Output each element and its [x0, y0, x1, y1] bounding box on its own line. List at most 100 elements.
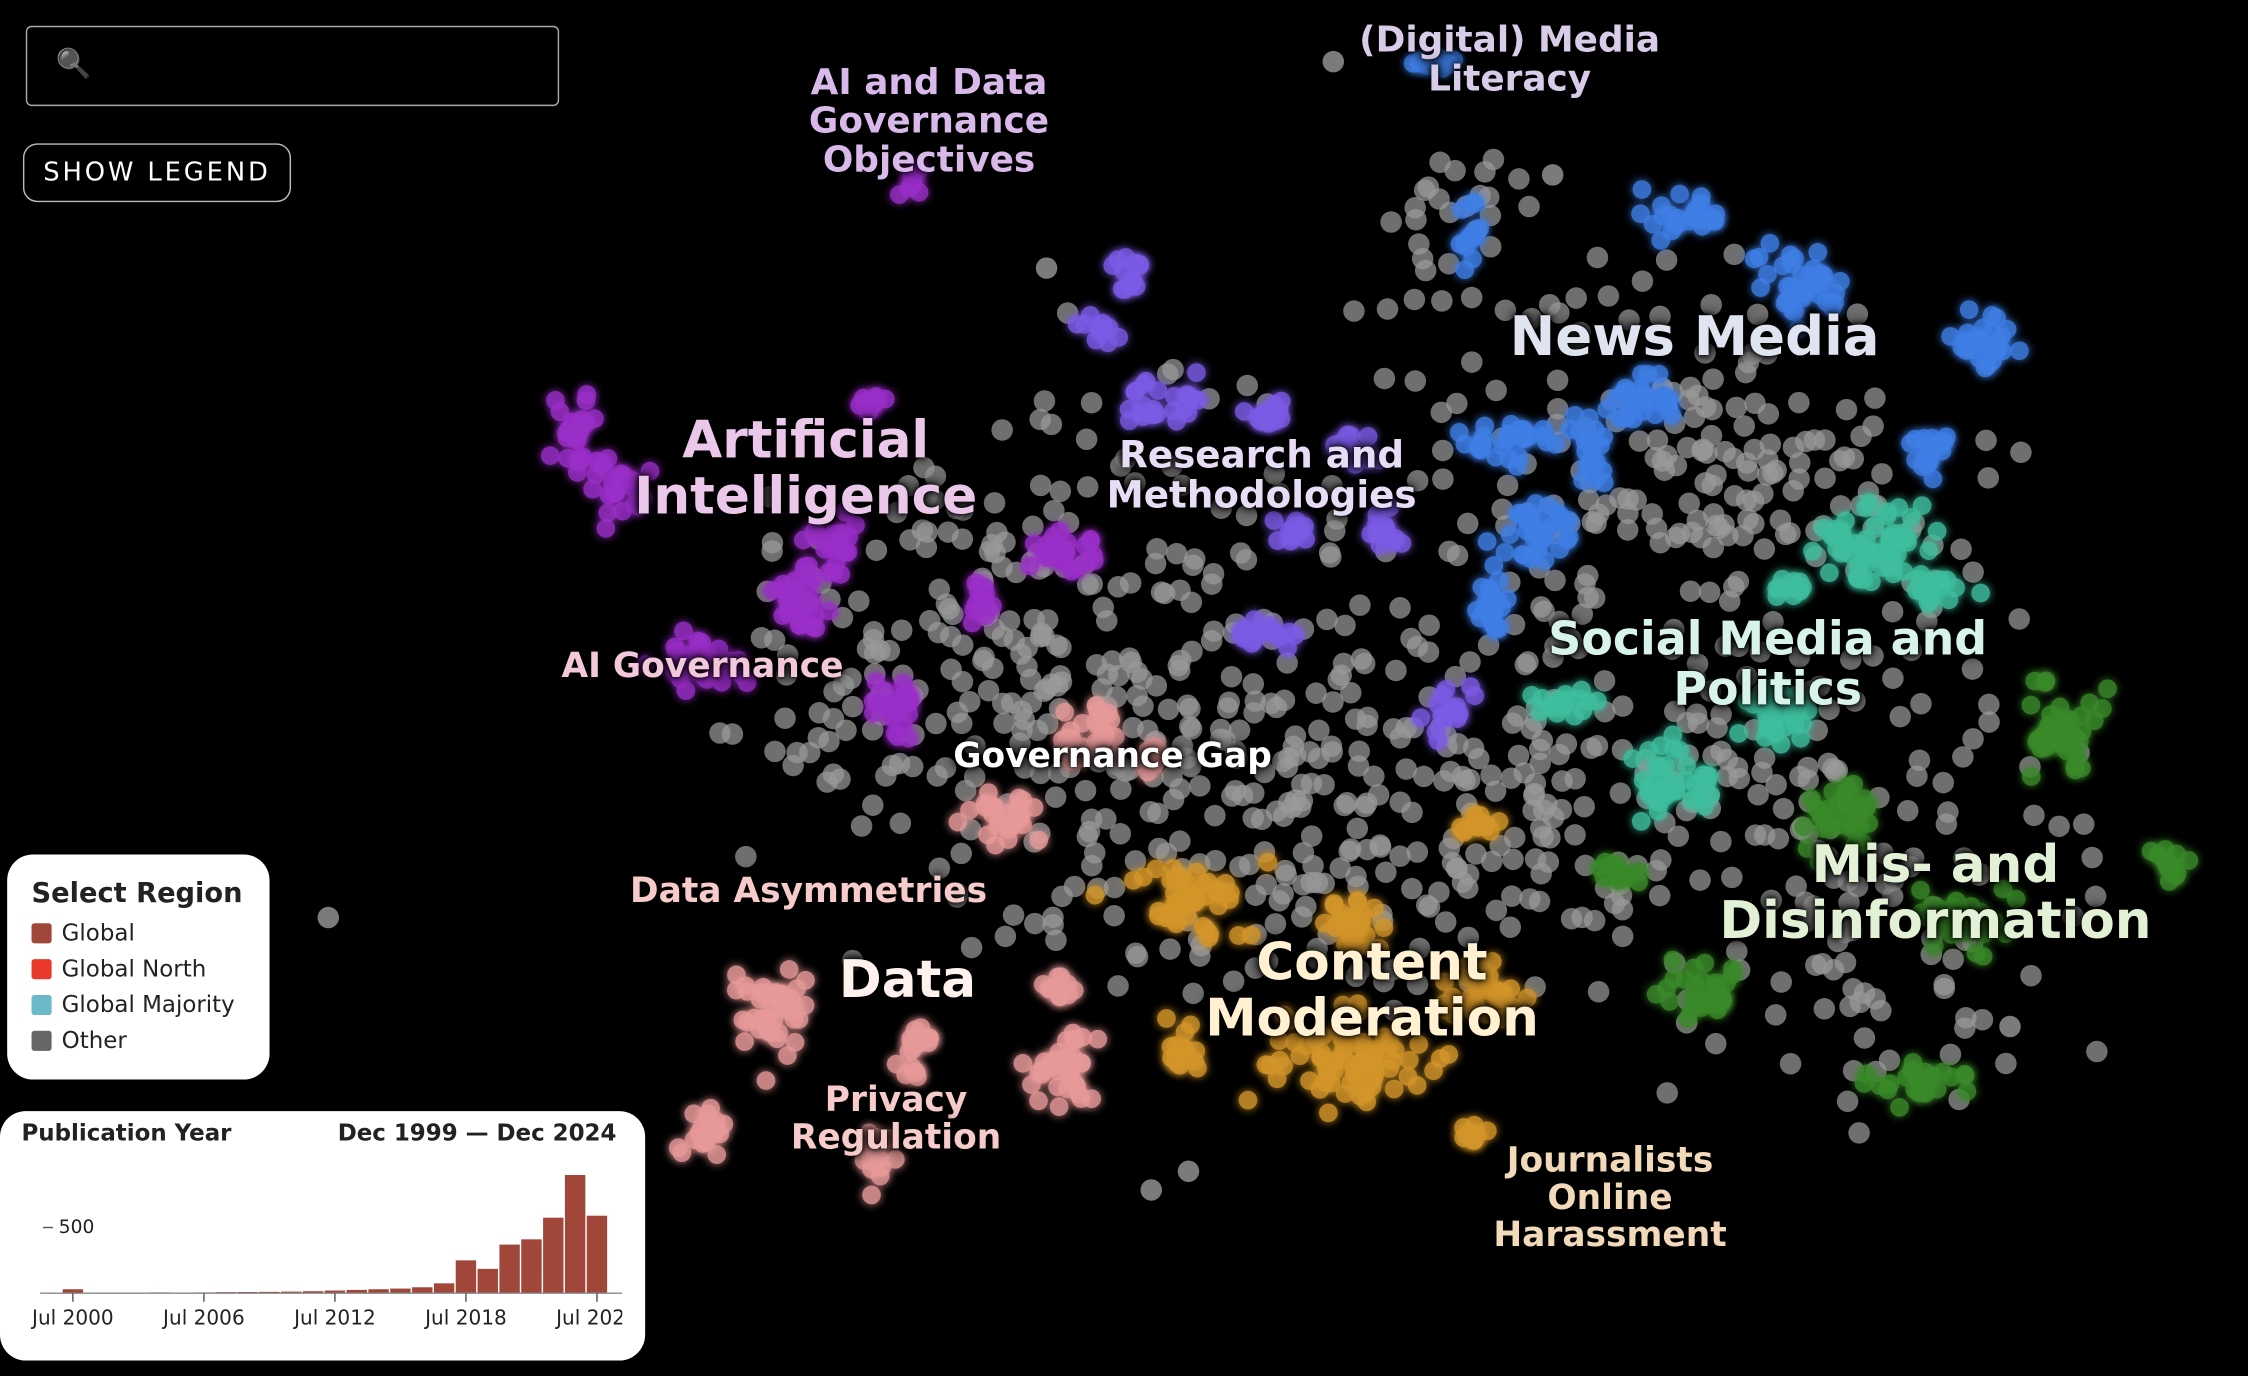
cluster-dot: [1705, 211, 1725, 231]
cluster-label[interactable]: Content Moderation: [1205, 933, 1539, 1049]
cluster-dot: [701, 1119, 720, 1139]
dot: [897, 475, 920, 497]
cluster-dot: [1971, 583, 1990, 603]
histogram-range: Dec 1999 — Dec 2024: [338, 1121, 617, 1147]
dot: [1641, 503, 1663, 525]
cluster-dot: [1968, 329, 1988, 348]
cluster-label[interactable]: AI and Data Governance Objectives: [808, 60, 1050, 180]
dot: [1169, 777, 1191, 800]
dot: [1244, 957, 1267, 979]
cluster-label[interactable]: Data Asymmetries: [630, 870, 988, 911]
cluster-dot: [910, 159, 929, 179]
dot: [1726, 940, 1748, 963]
cluster-label[interactable]: Research and Methodologies: [1106, 434, 1417, 518]
legend-item[interactable]: Other: [31, 1022, 270, 1058]
cluster-dot: [596, 519, 616, 538]
dot: [1733, 415, 1756, 437]
dot: [1024, 912, 1046, 935]
dot: [1813, 998, 1836, 1020]
dot: [758, 486, 781, 508]
bar: [455, 1260, 477, 1294]
cluster-dot: [1809, 853, 1829, 872]
dot: [1899, 855, 1922, 878]
dot: [1389, 597, 1411, 619]
dot: [1076, 476, 1099, 498]
dot: [1103, 904, 1125, 927]
dot: [1167, 654, 1190, 677]
dot: [1321, 474, 1343, 497]
dot: [856, 637, 879, 660]
dot: [1124, 850, 1147, 872]
dot: [1710, 703, 1732, 726]
dot: [1322, 50, 1345, 73]
dot: [1753, 538, 1776, 560]
dot: [1701, 474, 1723, 497]
dot: [1609, 782, 1632, 804]
cluster-dot: [557, 423, 576, 443]
cluster-label[interactable]: AI Governance: [561, 645, 844, 686]
dot: [1204, 849, 1227, 872]
dot: [1264, 913, 1287, 935]
cluster-label[interactable]: Social Media and Politics: [1548, 611, 1988, 716]
dot: [1700, 293, 1722, 316]
x-tick-label: Jul 2024: [554, 1305, 622, 1329]
dot: [1808, 675, 1831, 698]
show-legend-button[interactable]: SHOW LEGEND: [22, 143, 292, 203]
cluster-dot: [1857, 796, 1877, 815]
cluster-label[interactable]: Artificial Intelligence: [634, 411, 978, 527]
cluster-dot: [1160, 903, 1180, 923]
cluster-label[interactable]: Journalists Online Harassment: [1493, 1139, 1727, 1255]
cluster-dot: [1333, 995, 1353, 1015]
cluster-label[interactable]: (Digital) Media Literacy: [1359, 18, 1661, 99]
legend-item[interactable]: Global: [31, 915, 270, 951]
cluster-label[interactable]: Data: [838, 951, 977, 1011]
cluster-dot: [1335, 1084, 1355, 1103]
dot: [878, 639, 901, 662]
dot: [1501, 712, 1524, 734]
dot: [1546, 369, 1569, 392]
cluster-dot: [779, 960, 799, 979]
dot: [1747, 783, 1769, 806]
dot: [1349, 594, 1371, 616]
cluster-dot: [2098, 679, 2117, 699]
dot: [1725, 396, 1748, 419]
cluster-dot: [1439, 1045, 1459, 1064]
dot: [925, 712, 947, 735]
cluster-dot: [1723, 959, 1742, 979]
cluster-dot: [1409, 1035, 1429, 1054]
cluster-dot: [2055, 712, 2075, 732]
cluster-label[interactable]: Governance Gap: [953, 735, 1272, 776]
dot: [1661, 638, 1683, 660]
cluster-dot: [1319, 1103, 1338, 1123]
cluster-dot: [1085, 885, 1105, 905]
cluster-dot: [2039, 719, 2058, 739]
dot: [1686, 509, 1709, 531]
cluster-dot: [735, 1032, 754, 1051]
dot: [786, 741, 808, 764]
cluster-dot: [583, 479, 602, 499]
dot: [991, 419, 1013, 441]
cluster-dot: [1492, 1009, 1512, 1029]
dot: [889, 812, 912, 835]
cluster-label[interactable]: News Media: [1509, 304, 1880, 368]
dot: [1305, 682, 1327, 704]
dot: [1430, 401, 1453, 424]
cluster-label[interactable]: Mis- and Disinformation: [1719, 836, 2152, 951]
cluster-dot: [1547, 503, 1567, 523]
search-box[interactable]: 🔍: [25, 25, 560, 107]
cluster-dot: [1268, 626, 1287, 645]
cluster-dot: [1663, 725, 1683, 745]
cluster-dot: [1210, 882, 1229, 901]
dot: [1300, 825, 1323, 847]
dot: [1962, 561, 1984, 583]
legend-item[interactable]: Global Majority: [31, 986, 270, 1022]
cluster-dot: [1922, 1066, 1942, 1086]
cluster-label[interactable]: Privacy Regulation: [790, 1079, 1002, 1157]
legend-item[interactable]: Global North: [31, 951, 270, 987]
cluster-dot: [1073, 1027, 1092, 1047]
dot: [1762, 611, 1784, 633]
dot: [1753, 747, 1776, 769]
cluster-dot: [854, 388, 873, 408]
dot: [1610, 884, 1633, 907]
dot: [1586, 734, 1609, 757]
